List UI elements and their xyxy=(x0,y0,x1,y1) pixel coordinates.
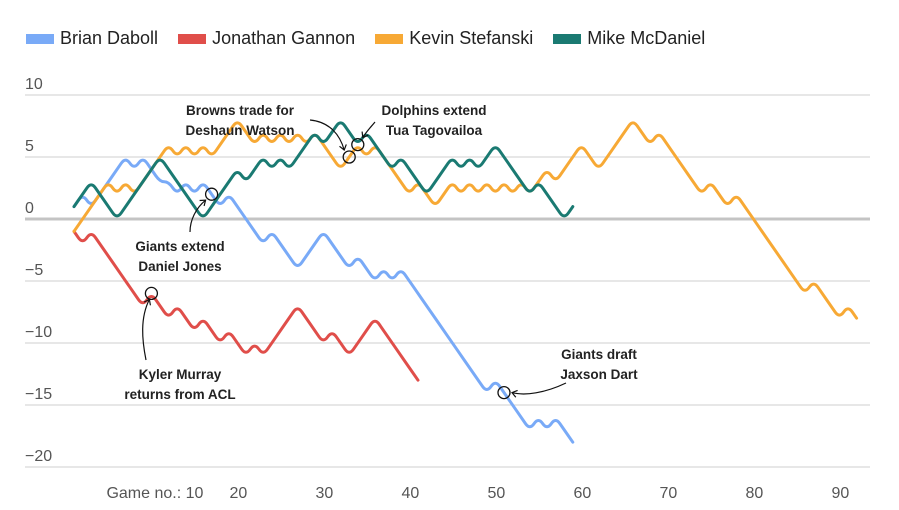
legend-swatch-mike-mcdaniel xyxy=(553,33,582,44)
series-lines xyxy=(72,121,859,444)
annotation-text: Giants extend xyxy=(135,239,224,254)
x-tick-label: 30 xyxy=(316,485,334,502)
y-tick-label: −10 xyxy=(25,324,52,341)
legend-swatch-kevin-stefanski xyxy=(375,33,404,44)
series-mike-mcdaniel xyxy=(72,121,575,218)
annotation-marker xyxy=(351,137,365,152)
arrowhead-icon xyxy=(511,389,518,398)
annotation-arrow xyxy=(511,382,567,395)
annotation-text: Tua Tagovailoa xyxy=(386,123,483,138)
arrowhead-icon xyxy=(339,144,347,151)
annotation-giants-draft-jaxson-dart: Giants draft Jaxson Dart xyxy=(497,347,638,400)
x-tick-label: 50 xyxy=(488,485,506,502)
arrowhead-icon xyxy=(143,298,151,306)
annotation-text: Browns trade for xyxy=(186,103,295,118)
legend-item-brian-daboll: Brian Daboll xyxy=(26,28,158,49)
line-kevin-stefanski xyxy=(72,121,859,320)
series-jonathan-gannon xyxy=(72,229,420,382)
y-tick-label: −20 xyxy=(25,448,52,465)
y-tick-label: 10 xyxy=(25,76,43,93)
annotation-text: Giants draft xyxy=(561,347,637,362)
y-tick-label: 0 xyxy=(25,200,34,217)
legend-swatch-jonathan-gannon xyxy=(178,33,207,44)
annotation-arrow xyxy=(362,121,376,138)
annotation-text: Daniel Jones xyxy=(138,259,221,274)
legend-label-kevin-stefanski: Kevin Stefanski xyxy=(409,28,534,48)
annotation-giants-extend-daniel-jones: Giants extend Daniel Jones xyxy=(135,187,225,274)
legend-label-jonathan-gannon: Jonathan Gannon xyxy=(212,28,356,48)
annotation-arrow xyxy=(309,119,345,151)
x-tick-label: 60 xyxy=(574,485,592,502)
y-tick-label: −15 xyxy=(25,386,52,403)
x-tick-label: 70 xyxy=(660,485,678,502)
legend-label-mike-mcdaniel: Mike McDaniel xyxy=(587,28,706,48)
annotation-arrow xyxy=(189,199,206,233)
line-mike-mcdaniel xyxy=(72,121,575,218)
arrowhead-icon xyxy=(199,199,207,207)
x-tick-label: 20 xyxy=(230,485,248,502)
annotation-kyler-murray-returns-from-acl: Kyler Murray returns from ACL xyxy=(124,286,236,402)
y-tick-label: −5 xyxy=(25,262,43,279)
annotation-text: Dolphins extend xyxy=(381,103,486,118)
legend-item-jonathan-gannon: Jonathan Gannon xyxy=(178,28,355,49)
x-tick-label: 80 xyxy=(746,485,764,502)
annotation-browns-trade-for-deshaun-watson: Browns trade for Deshaun Watson xyxy=(185,103,356,164)
legend-item-kevin-stefanski: Kevin Stefanski xyxy=(375,28,533,49)
legend: Brian Daboll Jonathan Gannon Kevin Stefa… xyxy=(26,28,725,49)
legend-swatch-brian-daboll xyxy=(26,33,54,44)
annotation-arrow xyxy=(142,299,150,361)
annotations: Browns trade for Deshaun Watson Dolphins e… xyxy=(124,103,638,402)
annotation-text: Jaxson Dart xyxy=(560,367,638,382)
annotation-dolphins-extend-tua-tagovailoa: Dolphins extend Tua Tagovailoa xyxy=(351,103,487,152)
annotation-text: returns from ACL xyxy=(124,387,235,402)
annotation-marker xyxy=(204,187,219,201)
line-brian-daboll xyxy=(72,158,575,444)
legend-label-brian-daboll: Brian Daboll xyxy=(60,28,159,48)
series-brian-daboll xyxy=(72,158,575,444)
y-tick-label: 5 xyxy=(25,138,34,155)
gridlines xyxy=(25,94,870,468)
x-tick-label: Game no.: 10 xyxy=(106,485,203,502)
annotation-text: Kyler Murray xyxy=(139,367,222,382)
arrowhead-icon xyxy=(361,131,369,139)
y-axis-labels: 10 5 0 −5 −10 −15 −20 xyxy=(25,76,52,465)
annotation-marker xyxy=(497,385,511,400)
legend-item-mike-mcdaniel: Mike McDaniel xyxy=(553,28,705,49)
annotation-text: Deshaun Watson xyxy=(185,123,294,138)
annotation-marker xyxy=(144,286,159,301)
line-jonathan-gannon xyxy=(72,229,420,382)
x-tick-label: 90 xyxy=(832,485,850,502)
x-tick-label: 40 xyxy=(402,485,420,502)
annotation-marker xyxy=(342,150,356,164)
series-kevin-stefanski xyxy=(72,121,859,320)
x-axis-labels: Game no.: 10 20 30 40 50 60 70 80 90 xyxy=(106,485,849,502)
